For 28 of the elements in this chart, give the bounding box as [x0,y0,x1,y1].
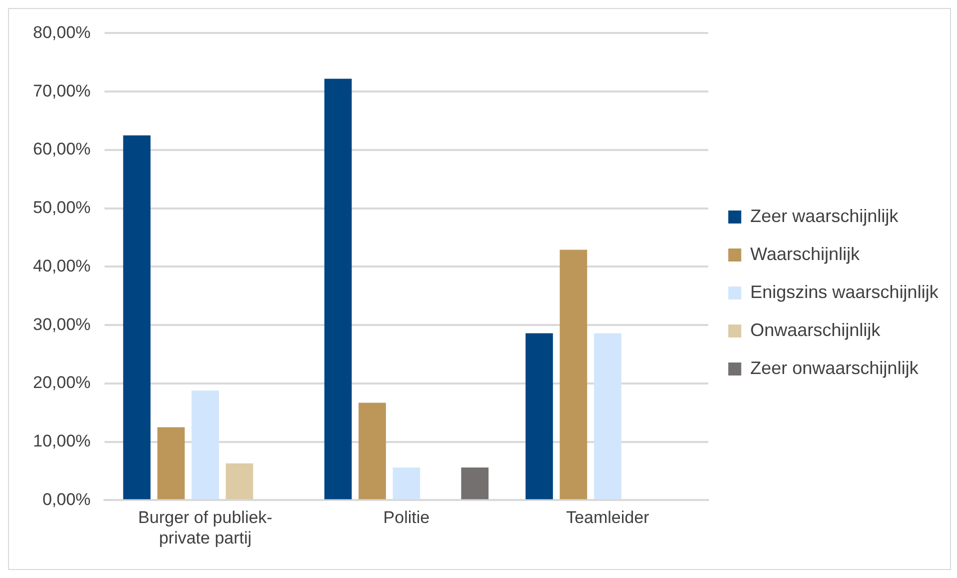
bar [324,78,352,500]
x-tick-label: Politie [383,508,430,528]
bar [358,402,386,500]
bar [123,135,151,500]
bar [560,250,588,500]
legend-label: Zeer waarschijnlijk [750,206,900,226]
legend-label: Waarschijnlijk [750,244,861,264]
legend-label: Enigszins waarschijnlijk [750,282,940,302]
bar [392,468,420,500]
y-tick-label: 60,00% [32,140,91,159]
y-tick-label: 40,00% [32,256,91,276]
y-tick-label: 10,00% [32,432,91,451]
bar [526,333,553,500]
bar [226,463,254,500]
x-tick-label: Teamleider [566,508,650,528]
bar [157,427,185,500]
y-tick-label: 70,00% [32,81,91,100]
y-tick-label: 80,00% [32,22,91,42]
y-tick-label: 50,00% [32,198,91,218]
x-tick-label: Burger of publiek-private partij [138,508,272,548]
y-tick-label: 0,00% [42,490,91,509]
bar [461,468,489,500]
bar [594,333,622,500]
y-tick-label: 30,00% [32,314,91,334]
bar [192,390,219,500]
legend-label: Zeer onwaarschijnlijk [750,358,920,378]
y-tick-label: 20,00% [32,373,91,392]
legend-label: Onwaarschijnlijk [750,320,882,340]
